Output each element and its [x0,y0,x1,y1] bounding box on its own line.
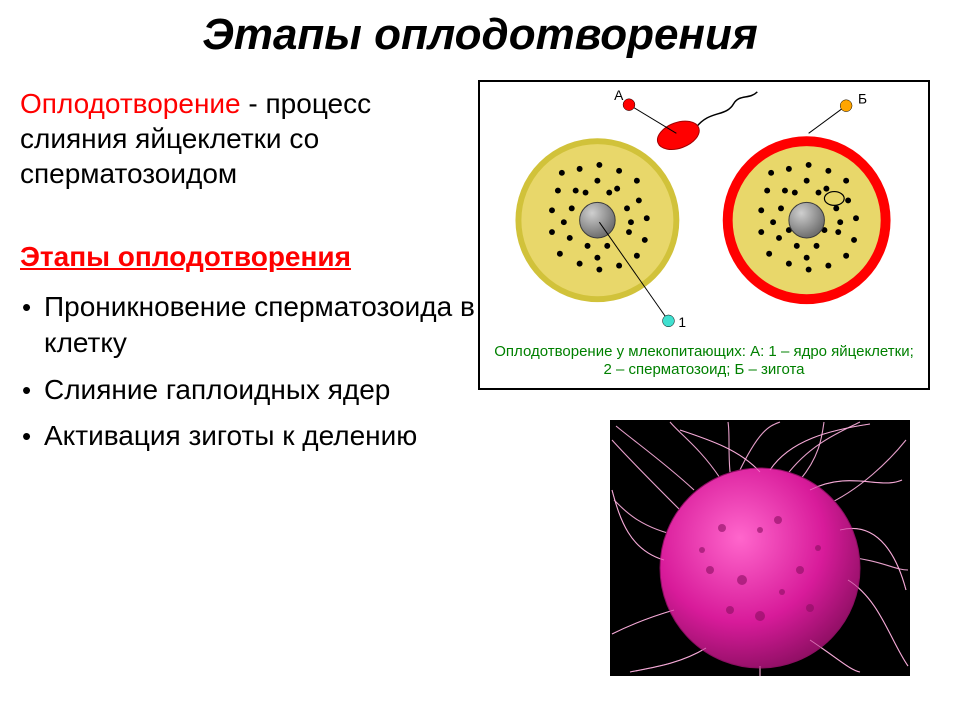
definition-term: Оплодотворение [20,88,241,119]
microscopy-image [610,420,910,676]
fertilization-diagram: А Б 1 Оплодотворение у млекопитающих: А: 1… [478,80,930,390]
diagram-caption: Оплодотворение у млекопитающих: А: 1 – я… [480,343,928,381]
definition-dash: - [241,88,266,119]
page-title: Этапы оплодотворения [0,0,960,60]
stages-list: Проникновение сперматозоида в клетку Сли… [20,289,480,455]
photo-svg [610,420,910,676]
definition-paragraph: Оплодотворение - процесс слияния яйцекле… [20,86,480,191]
left-column: Оплодотворение - процесс слияния яйцекле… [20,86,480,465]
list-item: Проникновение сперматозоида в клетку [44,289,480,362]
list-item: Слияние гаплоидных ядер [44,372,480,408]
list-item: Активация зиготы к делению [44,418,480,454]
svg-text:1: 1 [678,314,686,330]
svg-text:Б: Б [858,91,867,107]
stages-heading: Этапы оплодотворения [20,241,480,273]
svg-text:А: А [614,87,624,103]
